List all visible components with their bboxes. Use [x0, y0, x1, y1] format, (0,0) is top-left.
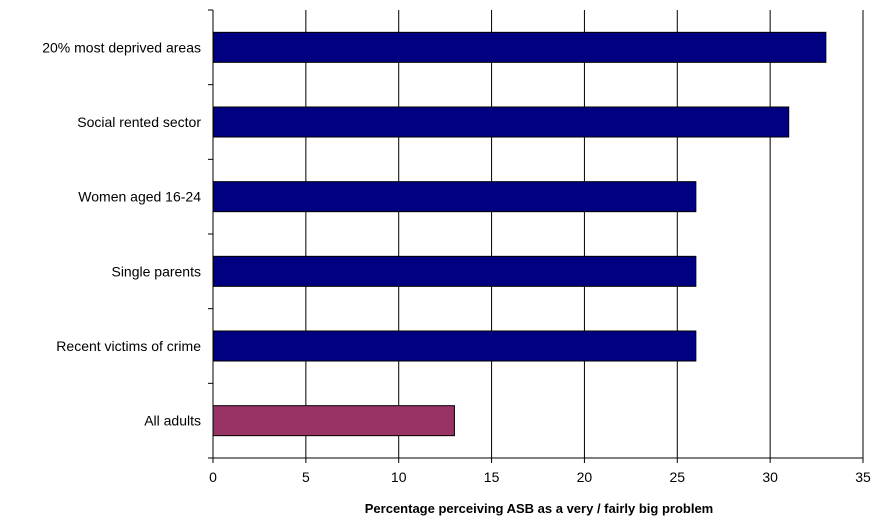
axes	[208, 9, 864, 463]
x-tick-label: 20	[577, 469, 593, 485]
x-tick-label: 25	[669, 469, 685, 485]
x-tick-label: 15	[484, 469, 500, 485]
bar	[212, 405, 455, 437]
bar	[212, 330, 697, 362]
category-label: Women aged 16-24	[78, 189, 201, 205]
x-tick-label: 5	[302, 469, 310, 485]
bar	[212, 255, 697, 287]
gridlines	[305, 10, 864, 458]
bars	[212, 31, 827, 437]
x-tick-label: 35	[855, 469, 871, 485]
category-label: Recent victims of crime	[56, 338, 201, 354]
bar	[212, 106, 790, 138]
x-axis-title: Percentage perceiving ASB as a very / fa…	[365, 501, 714, 516]
category-labels: 20% most deprived areas Social rented sec…	[42, 39, 201, 428]
category-label: Social rented sector	[77, 114, 201, 130]
category-label: 20% most deprived areas	[42, 39, 201, 55]
x-tick-label: 0	[209, 469, 217, 485]
category-label: Single parents	[111, 263, 201, 279]
x-tick-labels: 0 5 10 15 20 25 30 35	[209, 469, 871, 485]
x-tick-label: 30	[762, 469, 778, 485]
bar	[212, 31, 827, 63]
bar	[212, 181, 697, 213]
category-label: All adults	[144, 413, 201, 429]
x-tick-label: 10	[391, 469, 407, 485]
